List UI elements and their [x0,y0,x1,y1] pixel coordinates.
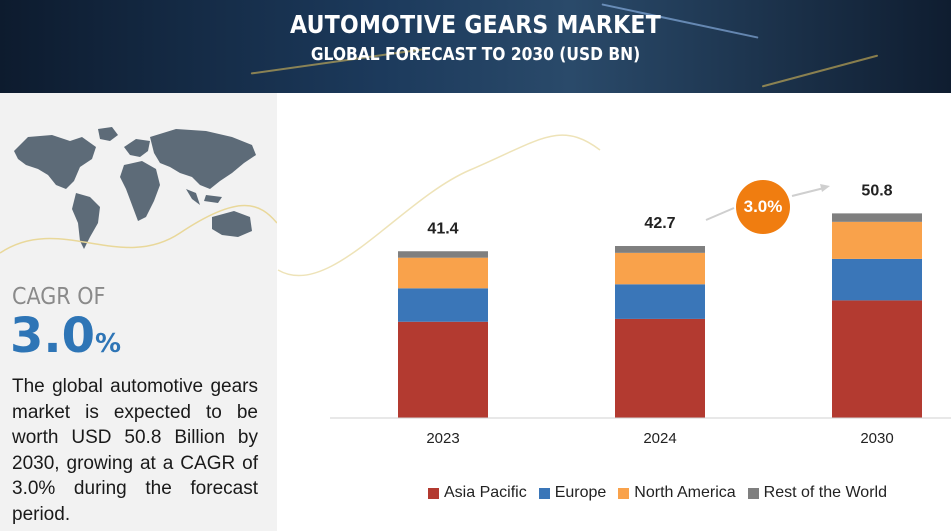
total-label-2024: 42.7 [644,215,675,232]
cagr-number: 3.0 [10,308,96,364]
cagr-arrow-head-line [791,187,825,197]
header-banner: AUTOMOTIVE GEARS MARKET GLOBAL FORECAST … [0,0,951,93]
decorative-curve [277,134,601,277]
page-subtitle: GLOBAL FORECAST TO 2030 (USD BN) [310,44,641,65]
bar-north-america-2030 [832,221,922,259]
legend-item-rest-of-the-world: Rest of the World [747,484,887,502]
legend-swatch [618,487,630,499]
cagr-unit: % [95,329,122,359]
bar-europe-2030 [832,258,922,301]
legend-label: Rest of the World [763,484,887,501]
world-map-icon [0,127,277,254]
legend-item-europe: Europe [538,484,607,502]
chart-legend: Asia Pacific Europe North America Rest of t… [428,484,887,502]
arrow-head-icon [820,184,830,192]
legend-label: North America [634,484,736,501]
cagr-badge: 3.0% [736,180,790,234]
x-tick-label-2024: 2024 [643,430,676,447]
bar-europe-2024 [615,284,705,319]
x-tick-label-2023: 2023 [426,430,459,447]
cagr-label: CAGR OF [12,284,106,310]
cagr-arrow-tail [705,207,735,221]
total-label-2030: 50.8 [861,182,892,199]
x-tick-label-2030: 2030 [860,430,893,447]
bar-europe-2023 [398,288,488,322]
bar-rest-of-the-world-2024 [615,246,705,253]
bar-north-america-2023 [398,257,488,289]
legend-item-north-america: North America [618,484,736,502]
legend-swatch [428,487,439,499]
legend-label: Europe [554,484,607,501]
legend-swatch [747,487,759,499]
bar-asia-pacific-2030 [832,300,922,418]
bar-asia-pacific-2023 [398,321,488,418]
page-title: AUTOMOTIVE GEARS MARKET [289,10,662,39]
legend-item-asia-pacific: Asia Pacific [428,484,527,502]
bar-rest-of-the-world-2030 [832,213,922,222]
bar-asia-pacific-2024 [615,318,705,418]
bar-north-america-2024 [615,252,705,285]
legend-label: Asia Pacific [444,484,527,501]
legend-swatch [538,487,550,499]
bar-rest-of-the-world-2023 [398,251,488,258]
market-description: The global automotive gears market is ex… [12,376,258,525]
cagr-value: 3.0% [10,308,121,364]
total-label-2023: 41.4 [427,220,458,237]
